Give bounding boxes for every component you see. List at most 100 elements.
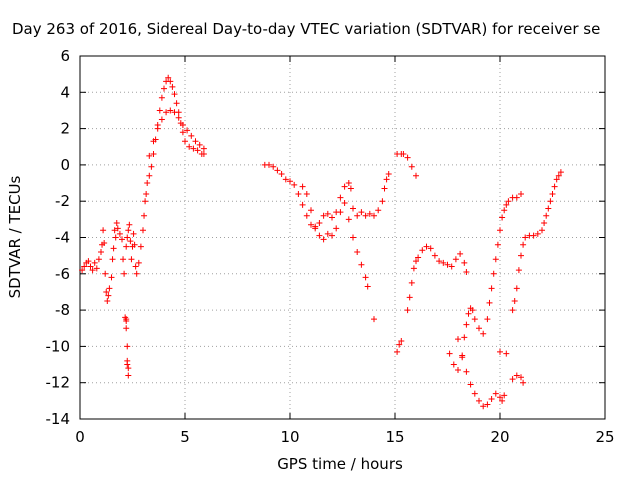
data-point xyxy=(358,209,365,216)
data-point xyxy=(547,198,554,205)
data-point xyxy=(408,279,415,286)
data-point xyxy=(299,201,306,208)
data-point xyxy=(404,154,411,161)
data-point xyxy=(465,310,472,317)
data-point xyxy=(463,368,470,375)
y-tick-label: -14 xyxy=(46,410,71,428)
data-point xyxy=(450,361,457,368)
data-point xyxy=(509,307,516,314)
data-point xyxy=(93,265,100,272)
data-point xyxy=(144,180,151,187)
data-point xyxy=(503,350,510,357)
data-point xyxy=(109,256,116,263)
data-point xyxy=(484,401,491,408)
data-point xyxy=(119,236,125,243)
data-point xyxy=(130,230,137,237)
data-point xyxy=(345,216,352,223)
data-point xyxy=(186,143,193,150)
data-point xyxy=(534,230,541,237)
data-point xyxy=(375,207,382,214)
x-axis-label: GPS time / hours xyxy=(277,455,403,473)
data-point xyxy=(182,138,188,145)
data-point xyxy=(85,258,92,265)
data-point xyxy=(104,298,111,305)
data-point xyxy=(89,267,96,274)
data-point xyxy=(553,176,560,183)
data-point xyxy=(175,114,182,121)
data-point xyxy=(497,227,503,234)
data-point xyxy=(476,397,482,404)
data-point xyxy=(518,190,524,197)
data-point xyxy=(274,167,281,174)
data-point xyxy=(316,232,323,239)
data-point xyxy=(179,121,186,128)
data-point xyxy=(501,207,508,214)
data-point xyxy=(135,259,142,266)
data-point xyxy=(480,330,487,337)
y-tick-label: 0 xyxy=(60,156,70,174)
data-point xyxy=(171,91,178,98)
data-points xyxy=(79,74,564,410)
data-point xyxy=(371,316,377,323)
data-point xyxy=(400,151,407,158)
data-point xyxy=(79,267,86,274)
data-point xyxy=(427,245,434,252)
data-point xyxy=(196,141,203,148)
data-point xyxy=(492,256,499,263)
data-point xyxy=(545,205,552,212)
data-point xyxy=(184,127,191,134)
data-point xyxy=(132,263,139,270)
data-point xyxy=(539,227,545,234)
data-point xyxy=(123,325,130,332)
data-point xyxy=(95,256,102,263)
data-point xyxy=(81,263,88,270)
data-point xyxy=(158,116,165,123)
data-point xyxy=(194,147,201,154)
y-axis-label: SDTVAR / TECUs xyxy=(6,175,24,298)
data-point xyxy=(476,325,482,332)
data-point xyxy=(188,132,195,139)
chart-title: Day 263 of 2016, Sidereal Day-to-day VTE… xyxy=(12,20,600,38)
data-point xyxy=(463,268,470,275)
y-tick-label: -4 xyxy=(55,229,70,247)
data-point xyxy=(114,225,121,232)
data-point xyxy=(106,285,113,292)
data-point xyxy=(103,288,110,295)
y-tick-label: -6 xyxy=(55,265,70,283)
data-point xyxy=(461,259,468,266)
data-point xyxy=(91,259,98,266)
data-point xyxy=(444,261,451,268)
data-point xyxy=(509,376,516,383)
data-point xyxy=(347,185,354,192)
data-point xyxy=(404,307,411,314)
data-point xyxy=(105,292,112,299)
data-point xyxy=(167,107,174,114)
data-point xyxy=(295,190,302,197)
data-point xyxy=(141,212,148,219)
data-point xyxy=(167,78,174,85)
data-point xyxy=(308,221,314,228)
data-point xyxy=(146,152,153,159)
y-tick-label: -10 xyxy=(46,337,71,355)
data-point xyxy=(471,390,478,397)
data-point xyxy=(518,374,524,381)
data-point xyxy=(379,198,386,205)
data-point xyxy=(127,238,134,245)
data-point xyxy=(150,151,157,158)
data-point xyxy=(140,227,146,234)
data-point xyxy=(440,259,447,266)
data-point xyxy=(463,321,470,328)
data-point xyxy=(173,100,180,107)
data-point xyxy=(100,227,107,234)
data-point xyxy=(455,336,461,343)
data-point xyxy=(329,214,335,221)
data-point xyxy=(337,194,344,201)
y-tick-label: -8 xyxy=(55,301,70,319)
data-point xyxy=(143,190,150,197)
data-point xyxy=(413,258,419,265)
data-point xyxy=(520,379,527,386)
data-point xyxy=(287,178,293,185)
data-point xyxy=(270,163,277,170)
data-point xyxy=(192,138,199,145)
data-point xyxy=(341,200,348,207)
